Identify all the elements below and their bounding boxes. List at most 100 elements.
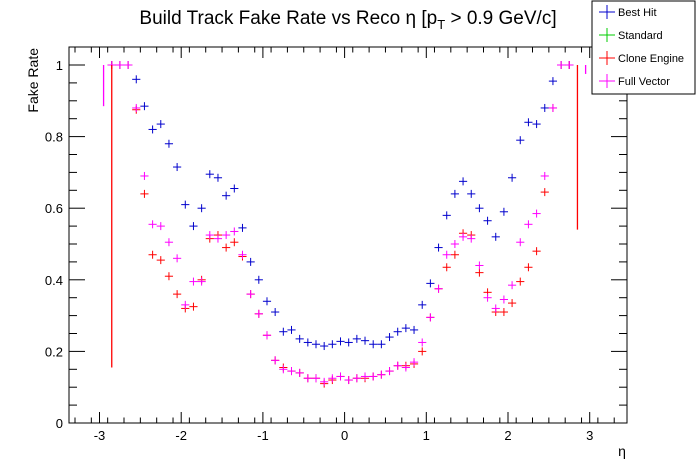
data-point xyxy=(295,368,304,377)
data-point xyxy=(213,234,223,243)
legend-entries: Best Hit Standard Clone Engine Full Vector xyxy=(599,5,684,88)
data-point xyxy=(442,211,451,220)
data-point xyxy=(328,374,337,383)
y-tick-label: 1 xyxy=(56,58,63,73)
legend-entry: Best Hit xyxy=(599,5,657,19)
x-tick-label: -1 xyxy=(257,428,269,443)
data-point xyxy=(508,281,517,290)
x-tick-label: 1 xyxy=(423,428,430,443)
data-point xyxy=(540,188,549,197)
data-point xyxy=(409,325,419,334)
data-point xyxy=(132,103,141,112)
data-point xyxy=(491,304,500,313)
data-point xyxy=(132,75,141,84)
data-point xyxy=(524,220,533,229)
data-point xyxy=(483,293,492,302)
data-point xyxy=(499,295,508,304)
legend-entry: Clone Engine xyxy=(599,51,684,65)
data-point xyxy=(377,370,386,379)
data-point xyxy=(483,216,492,225)
y-tick-label: 0 xyxy=(56,416,63,431)
data-point xyxy=(532,247,541,256)
data-point xyxy=(418,338,427,347)
data-point xyxy=(557,61,566,69)
data-point xyxy=(369,372,378,381)
data-point xyxy=(344,338,353,347)
data-point xyxy=(230,184,239,193)
data-point xyxy=(426,279,435,288)
data-point xyxy=(328,340,337,349)
data-point xyxy=(205,231,214,240)
legend-entry: Standard xyxy=(599,28,663,42)
data-point xyxy=(311,340,321,349)
y-tick-label: 0.6 xyxy=(45,201,63,216)
data-point xyxy=(164,272,174,281)
x-tick-label: -2 xyxy=(175,428,187,443)
data-point xyxy=(401,324,410,333)
data-point xyxy=(516,238,525,247)
data-point xyxy=(148,220,157,229)
data-point xyxy=(475,261,484,270)
data-point xyxy=(393,361,402,370)
data-point xyxy=(508,173,517,182)
data-point xyxy=(385,367,394,376)
data-point xyxy=(450,250,459,259)
series-full-vector xyxy=(107,61,574,386)
data-point xyxy=(548,77,558,86)
data-point xyxy=(565,61,574,69)
data-point xyxy=(181,300,190,309)
y-tick-label: 0.4 xyxy=(45,273,63,288)
chart-title: Build Track Fake Rate vs Reco η [pT > 0.… xyxy=(139,8,556,32)
data-point xyxy=(238,223,247,232)
data-point xyxy=(189,222,198,231)
chart-title-rest: > 0.9 GeV/c] xyxy=(445,8,556,29)
data-point xyxy=(360,372,370,381)
data-point xyxy=(295,334,304,343)
data-point xyxy=(467,234,476,243)
data-point xyxy=(262,297,272,306)
data-point xyxy=(450,189,459,198)
y-tick-label: 0.8 xyxy=(45,130,63,145)
x-tick-label: 2 xyxy=(504,428,511,443)
data-point xyxy=(320,377,329,386)
data-point xyxy=(222,231,231,240)
data-point xyxy=(426,313,435,322)
data-point xyxy=(499,207,508,216)
data-point xyxy=(532,120,541,129)
data-point xyxy=(548,103,558,112)
data-point xyxy=(164,139,174,148)
data-point xyxy=(156,120,165,129)
data-point xyxy=(508,299,517,308)
data-point xyxy=(442,250,451,259)
data-point xyxy=(148,250,157,259)
data-point xyxy=(156,256,165,265)
data-point xyxy=(254,275,263,284)
data-point xyxy=(418,300,427,309)
x-axis-label: η xyxy=(618,443,626,459)
data-point xyxy=(540,171,549,180)
tick-labels: -3 -2 -1 0 1 2 3 0 0.2 0.4 0.6 0.8 1 xyxy=(45,58,593,443)
legend-label: Clone Engine xyxy=(618,53,684,65)
data-point xyxy=(140,102,149,111)
data-point xyxy=(532,209,541,218)
chart-title-eta: η xyxy=(406,8,417,29)
x-tick-label: -3 xyxy=(94,428,106,443)
data-point xyxy=(287,367,296,376)
data-point xyxy=(140,171,149,180)
data-point xyxy=(303,338,312,347)
data-point xyxy=(140,189,149,198)
data-point xyxy=(369,340,378,349)
data-point xyxy=(516,136,525,145)
data-point xyxy=(222,243,231,252)
y-tick-label: 0.2 xyxy=(45,344,63,359)
chart-title-subscript: T xyxy=(437,17,445,32)
data-point xyxy=(377,340,386,349)
data-point xyxy=(393,327,402,336)
data-point xyxy=(344,376,353,385)
axis-ticks xyxy=(69,47,627,424)
data-point xyxy=(475,268,484,277)
data-point xyxy=(230,238,239,247)
data-point xyxy=(336,337,345,346)
